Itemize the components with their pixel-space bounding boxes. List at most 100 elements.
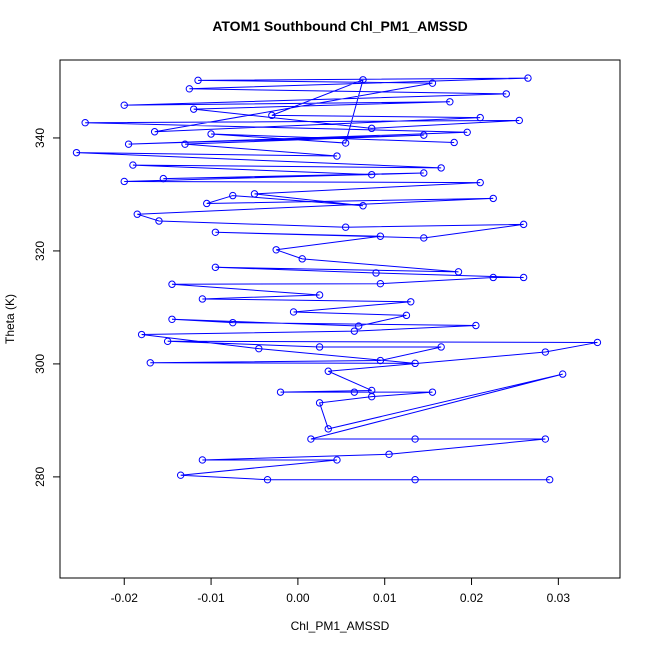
data-point: [298, 255, 306, 263]
data-point: [593, 338, 602, 347]
y-tick-label: 320: [33, 241, 47, 261]
data-point: [359, 76, 367, 84]
data-point: [333, 152, 341, 160]
data-point: [120, 177, 128, 186]
data-point: [558, 370, 567, 378]
data-point: [194, 76, 202, 85]
data-point: [524, 74, 532, 82]
data-point: [385, 450, 393, 458]
data-point: [146, 359, 154, 367]
data-point: [541, 348, 550, 356]
data-point: [411, 359, 419, 368]
data-point: [198, 456, 207, 464]
data-line: [76, 77, 598, 481]
data-point: [376, 356, 385, 365]
data-point: [367, 170, 376, 179]
data-point: [289, 308, 298, 316]
data-point: [420, 169, 428, 177]
data-point: [150, 128, 159, 136]
data-point: [420, 131, 428, 139]
y-axis-title: Theta (K): [3, 294, 17, 344]
data-point: [129, 161, 137, 169]
data-point: [168, 315, 176, 323]
data-point: [476, 178, 484, 187]
data-point: [502, 90, 510, 98]
data-point: [376, 232, 385, 240]
data-point: [133, 210, 141, 218]
data-point: [81, 119, 89, 127]
data-point: [541, 435, 550, 443]
data-point: [207, 130, 215, 138]
data-point: [229, 191, 237, 200]
data-point: [437, 164, 445, 172]
data-point: [315, 343, 324, 351]
data-point: [255, 344, 263, 353]
data-point: [367, 124, 376, 133]
data-point: [324, 367, 332, 375]
data-point: [198, 295, 207, 303]
data-point: [372, 269, 380, 277]
x-tick-label: 0.01: [373, 591, 397, 605]
x-tick-label: 0.00: [286, 591, 310, 605]
chart-title: ATOM1 Southbound Chl_PM1_AMSSD: [212, 18, 467, 34]
x-tick-label: -0.02: [111, 591, 139, 605]
data-point: [446, 98, 454, 106]
data-point: [211, 263, 220, 272]
data-point: [341, 139, 350, 147]
data-point: [411, 435, 419, 443]
data-point: [450, 138, 458, 147]
data-point: [341, 223, 350, 231]
data-point: [324, 425, 332, 433]
data-point: [350, 327, 359, 335]
data-point: [407, 298, 415, 306]
data-point: [159, 174, 168, 183]
data-point: [229, 318, 237, 327]
data-point: [276, 388, 285, 396]
data-point: [263, 476, 272, 484]
data-point: [428, 388, 437, 396]
data-point: [454, 268, 463, 276]
y-tick-label: 300: [33, 354, 47, 374]
data-point: [463, 128, 471, 137]
data-point: [176, 471, 185, 479]
data-point: [515, 116, 523, 125]
data-point: [190, 105, 198, 113]
data-point: [519, 220, 528, 229]
data-point: [350, 388, 359, 396]
data-point: [437, 343, 445, 351]
data-point: [476, 113, 484, 122]
data-point: [203, 199, 211, 208]
data-point: [420, 234, 428, 242]
data-point: [402, 311, 411, 320]
data-point: [185, 85, 194, 93]
x-tick-label: 0.02: [460, 591, 484, 605]
data-point: [359, 202, 367, 210]
data-point: [272, 246, 280, 254]
data-point: [120, 101, 128, 109]
data-point: [307, 435, 315, 443]
data-point: [137, 330, 146, 339]
data-point: [519, 273, 528, 282]
data-point: [250, 190, 259, 198]
y-tick-label: 280: [33, 467, 47, 487]
y-tick-label: 340: [33, 128, 47, 148]
data-point: [168, 280, 176, 288]
data-point: [163, 337, 172, 346]
data-point: [124, 140, 133, 148]
data-point: [315, 399, 324, 407]
x-tick-label: 0.03: [547, 591, 571, 605]
data-point: [411, 476, 419, 484]
data-point: [489, 194, 497, 203]
data-point: [472, 321, 480, 330]
x-tick-label: -0.01: [197, 591, 225, 605]
data-point: [545, 476, 554, 484]
data-point: [155, 217, 163, 225]
data-point: [333, 456, 341, 464]
data-point: [354, 322, 363, 330]
data-point: [72, 148, 81, 157]
x-axis-title: Chl_PM1_AMSSD: [291, 619, 390, 633]
data-point: [268, 111, 276, 120]
data-point: [181, 140, 189, 148]
data-point: [315, 291, 324, 299]
data-point: [211, 228, 220, 236]
